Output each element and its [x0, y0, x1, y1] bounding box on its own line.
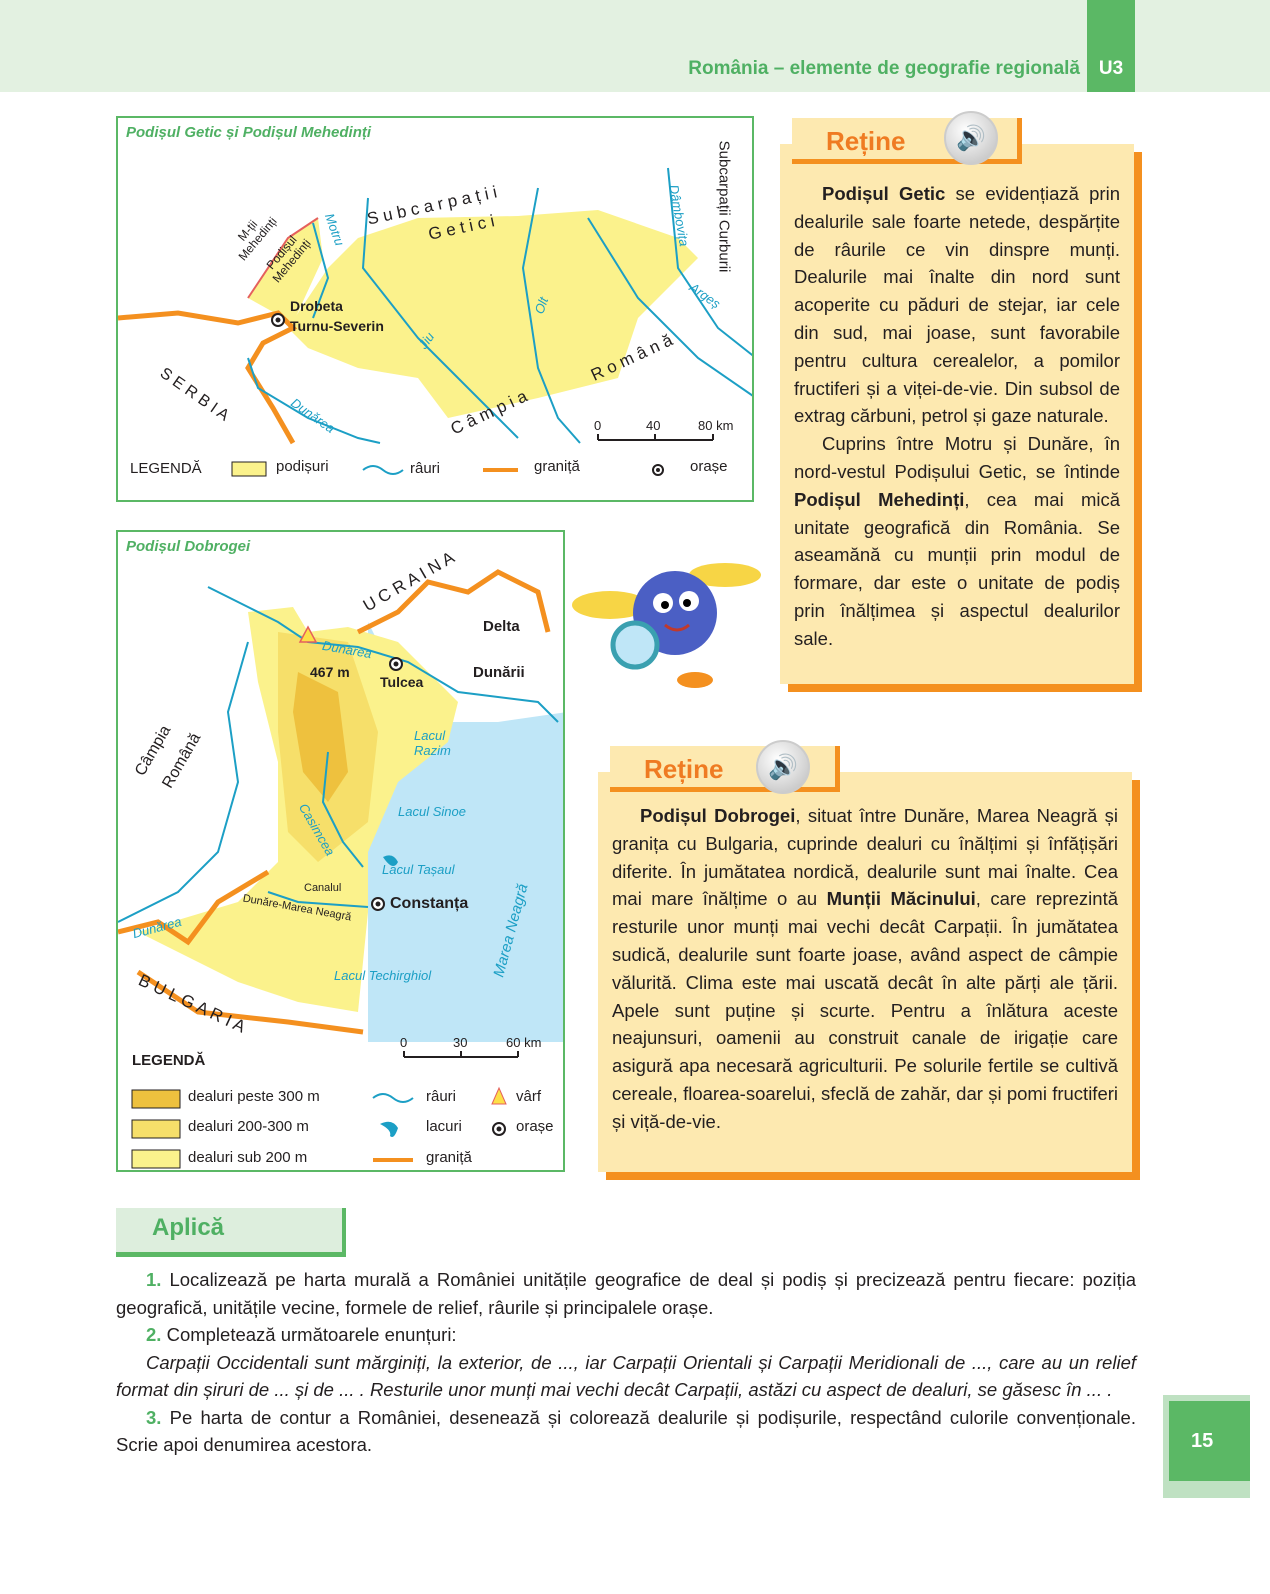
task-2-statement: Carpații Occidentali sunt mărginiți, la … [116, 1351, 1136, 1401]
task-text: Pe harta de contur a României, desenează… [116, 1406, 1136, 1456]
label-techirghiol: Lacul Techirghiol [334, 968, 432, 983]
label-dunarii: Dunării [473, 664, 525, 681]
aplica-heading: Aplică [116, 1208, 346, 1252]
term-podisul-getic: Podișul Getic [822, 183, 946, 204]
page-number-tab: 15 [1163, 1395, 1250, 1498]
legend-swatch-podisuri [231, 461, 267, 477]
term-podisul-dobrogei: Podișul Dobrogei [640, 805, 796, 826]
legend-lacuri: lacuri [426, 1118, 462, 1135]
legend-granita: graniță [426, 1149, 472, 1166]
peak-marker [298, 625, 318, 643]
legend-granita: graniță [534, 458, 580, 475]
legend-rauri: râuri [426, 1088, 457, 1105]
label-delta: Delta [483, 618, 520, 635]
label-subcarpatii-curburii: Subcarpații Curburii [715, 140, 733, 273]
mascot-illustration [572, 563, 761, 688]
label-turnu-severin: Turnu-Severin [290, 318, 384, 334]
legend-title: LEGENDĂ [132, 1052, 206, 1069]
task-list: 1. Localizează pe harta murală a Românie… [116, 1266, 1136, 1459]
speaker-icon[interactable]: 🔊 [944, 111, 998, 165]
legend-swatch-200-300 [131, 1119, 181, 1139]
paragraph-dobrogea-a: , situat între Dunăre, Marea Neagră și g… [612, 805, 1119, 910]
legend-title: LEGENDĂ [130, 460, 202, 477]
task-text: Localizează pe harta murală a României u… [116, 1269, 1136, 1318]
task-number: 3. [146, 1406, 162, 1428]
label-razim: Lacul Razim [414, 728, 451, 758]
header-band [0, 0, 1270, 92]
legend-orase: orașe [690, 458, 728, 475]
label-tasaul: Lacul Tașaul [382, 862, 455, 877]
scale-30: 30 [453, 1035, 468, 1050]
unit-badge: U3 [1087, 0, 1135, 92]
legend-swatch-lacuri [380, 1121, 398, 1137]
task-1: 1. Localizează pe harta murală a Românie… [116, 1266, 1136, 1321]
legend-sub-200: dealuri sub 200 m [188, 1149, 308, 1166]
rivers [118, 586, 559, 923]
label-peak: 467 m [310, 664, 350, 680]
task-text: Completează următoarele enunțuri: [161, 1324, 457, 1345]
scale-bar [597, 434, 714, 441]
legend-swatch-rauri [372, 1093, 414, 1103]
legend-200-300: dealuri 200-300 m [188, 1118, 309, 1135]
legend-swatch-peste-300 [131, 1089, 181, 1109]
legend-swatch-sub-200 [131, 1149, 181, 1169]
task-number: 1. [146, 1269, 162, 1290]
plateau-area [288, 210, 698, 418]
running-title: România – elemente de geografie regional… [688, 58, 1080, 79]
scale-0: 0 [400, 1035, 408, 1050]
retine-box-dobrogea: Podișul Dobrogei, situat între Dunăre, M… [598, 772, 1132, 1172]
scale-80: 80 km [698, 418, 734, 433]
map-title: Podișul Dobrogei [126, 538, 251, 555]
label-sinoe: Lacul Sinoe [398, 804, 466, 819]
paragraph-getic: se evidențiază prin dealurile sale foart… [794, 183, 1120, 427]
legend-orase: orașe [516, 1118, 554, 1135]
scale-bar [403, 1051, 519, 1058]
legend-varf: vârf [516, 1088, 542, 1105]
paragraph-mehedinti-a: Cuprins între Motru și Dunăre, în nord-v… [794, 433, 1120, 482]
speaker-icon[interactable]: 🔊 [756, 740, 810, 794]
mehedinti-outline [247, 217, 319, 299]
task-2: 2. Completează următoarele enunțuri: [116, 1321, 1136, 1349]
term-podisul-mehedinti: Podișul Mehedinți [794, 488, 965, 510]
legend-podisuri: podișuri [276, 458, 329, 475]
page-number: 15 [1169, 1401, 1250, 1481]
map-dobrogea-drawing [118, 569, 563, 1169]
label-tulcea: Tulcea [380, 674, 424, 690]
legend-swatch-varf [491, 1086, 507, 1105]
scale-0: 0 [594, 418, 602, 433]
map-podisul-getic: Podișul Getic și Podișul Mehedinți S u b… [116, 116, 754, 502]
map-podisul-dobrogei: Podișul Dobrogei U C R A I N A Delta Dun… [116, 530, 565, 1172]
legend-rauri: râuri [410, 460, 441, 477]
high-hills [293, 672, 348, 802]
legend-swatch-rauri [362, 465, 404, 475]
label-constanta: Constanța [390, 895, 469, 912]
label-drobeta: Drobeta [290, 298, 343, 314]
task-number: 2. [146, 1324, 162, 1345]
rivers [247, 167, 752, 444]
term-muntii-macinului: Munții Măcinului [826, 888, 976, 910]
scale-40: 40 [646, 418, 661, 433]
paragraph-mehedinti-b: , cea mai mică unitate geografică din Ro… [794, 488, 1121, 649]
map-getic-drawing [118, 167, 752, 477]
border-line [118, 869, 364, 1035]
label-canalul: Canalul [304, 882, 342, 894]
task-3: 3. Pe harta de contur a României, desene… [116, 1404, 1136, 1459]
legend-peste-300: dealuri peste 300 m [188, 1088, 320, 1105]
mehedinti-area [248, 218, 323, 323]
map-title: Podișul Getic și Podișul Mehedinți [126, 124, 372, 141]
scale-60: 60 km [506, 1035, 542, 1050]
border-line [118, 310, 298, 445]
retine-box-getic: Podișul Getic se evidențiază prin dealur… [780, 144, 1134, 684]
paragraph-dobrogea-b: , care reprezintă resturile unor munți m… [612, 888, 1118, 1132]
